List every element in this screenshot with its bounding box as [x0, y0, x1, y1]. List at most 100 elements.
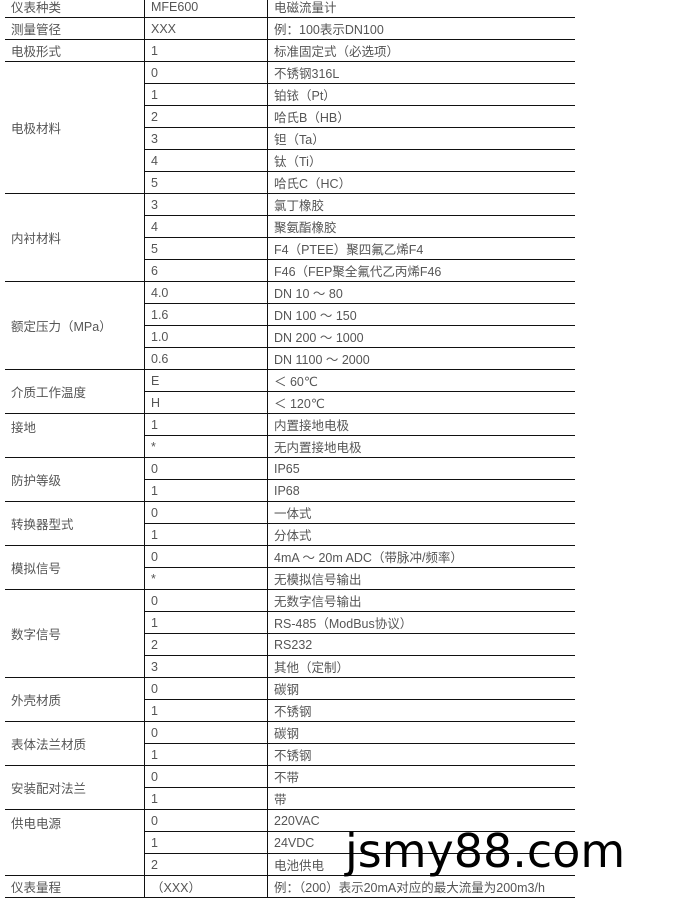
- option-description: 钽（Ta）: [267, 127, 575, 150]
- table-row: 5 哈氏C（HC）: [5, 171, 575, 194]
- option-description: 分体式: [267, 523, 575, 546]
- option-code: XXX: [144, 17, 268, 40]
- option-description: 一体式: [267, 501, 575, 524]
- table-row: 接地 1 内置接地电极: [5, 413, 575, 458]
- option-description: 标准固定式（必选项）: [267, 39, 575, 62]
- table-row: 0.6 DN 1100 ～ 2000: [5, 347, 575, 370]
- option-description: 碳钢: [267, 677, 575, 700]
- option-code: 1: [144, 83, 268, 106]
- option-description: 氯丁橡胶: [267, 193, 575, 216]
- table-row: * 无模拟信号输出: [5, 567, 575, 590]
- option-description: 不锈钢: [267, 743, 575, 766]
- option-code: 0: [144, 589, 268, 612]
- group-label: 电极形式: [5, 39, 145, 62]
- group-label: 介质工作温度: [5, 369, 145, 414]
- table-row: 转换器型式 0 一体式: [5, 501, 575, 546]
- option-code: 4.0: [144, 281, 268, 304]
- group-label: 接地: [5, 413, 145, 458]
- table-row: 6 F46（FEP聚全氟代乙丙烯F46: [5, 259, 575, 282]
- option-code: MFE600: [144, 0, 268, 18]
- table-row: 1 不锈钢: [5, 699, 575, 722]
- option-code: 1: [144, 831, 268, 854]
- option-description: 铂铱（Pt）: [267, 83, 575, 106]
- table-row: 测量管径 XXX 例：100表示DN100: [5, 17, 575, 40]
- option-code: 0: [144, 457, 268, 480]
- group-label: 仪表量程: [5, 875, 145, 898]
- option-description: DN 200 ～ 1000: [267, 325, 575, 348]
- table-row: 仪表种类 MFE600 电磁流量计: [5, 0, 575, 18]
- option-code: 1.6: [144, 303, 268, 326]
- option-code: 0: [144, 721, 268, 744]
- group-label: 外壳材质: [5, 677, 145, 722]
- option-code: 4: [144, 149, 268, 172]
- group-label: 转换器型式: [5, 501, 145, 546]
- table-row: 防护等级 0 IP65: [5, 457, 575, 502]
- table-row: 仪表量程 （XXX） 例：（200）表示20mA对应的最大流量为200m3/h: [5, 875, 575, 898]
- group-label: 供电电源: [5, 809, 145, 876]
- table-row: 2 哈氏B（HB）: [5, 105, 575, 128]
- option-description: DN 1100 ～ 2000: [267, 347, 575, 370]
- option-description: RS-485（ModBus协议）: [267, 611, 575, 634]
- option-description: 不带: [267, 765, 575, 788]
- option-description: IP65: [267, 457, 575, 480]
- option-code: 6: [144, 259, 268, 282]
- option-description: ＜ 120℃: [267, 391, 575, 414]
- option-description: 无数字信号输出: [267, 589, 575, 612]
- option-code: E: [144, 369, 268, 392]
- option-description: 无模拟信号输出: [267, 567, 575, 590]
- option-description: 其他（定制）: [267, 655, 575, 678]
- watermark: jsmy88.com: [345, 824, 626, 878]
- option-description: 电池供电: [267, 853, 575, 876]
- option-code: 3: [144, 655, 268, 678]
- group-label: 表体法兰材质: [5, 721, 145, 766]
- option-description: DN 10 ～ 80: [267, 281, 575, 304]
- option-description: 聚氨酯橡胶: [267, 215, 575, 238]
- option-code: 5: [144, 171, 268, 194]
- table-row: 1 分体式: [5, 523, 575, 546]
- option-code: 4: [144, 215, 268, 238]
- option-code: 0: [144, 809, 268, 832]
- option-description: 内置接地电极: [267, 413, 575, 436]
- option-code: 3: [144, 127, 268, 150]
- option-code: 1: [144, 787, 268, 810]
- option-description: 电磁流量计: [267, 0, 575, 18]
- table-row: 1.6 DN 100 ～ 150: [5, 303, 575, 326]
- option-code: 0: [144, 501, 268, 524]
- option-description: 例：（200）表示20mA对应的最大流量为200m3/h: [267, 875, 575, 898]
- table-row: 内衬材料 3 氯丁橡胶: [5, 193, 575, 282]
- spec-table: 仪表种类 MFE600 电磁流量计 测量管径 XXX 例：100表示DN100 电极形式 1 标…: [5, 0, 575, 898]
- option-code: 0: [144, 765, 268, 788]
- option-code: 2: [144, 633, 268, 656]
- option-code: 1.0: [144, 325, 268, 348]
- option-code: 2: [144, 853, 268, 876]
- group-label: 测量管径: [5, 17, 145, 40]
- option-code: 1: [144, 699, 268, 722]
- option-code: 0: [144, 677, 268, 700]
- group-label: 数字信号: [5, 589, 145, 678]
- option-code: （XXX）: [144, 875, 268, 898]
- option-description: F4（PTEE）聚四氟乙烯F4: [267, 237, 575, 260]
- option-code: 5: [144, 237, 268, 260]
- option-description: 钛（Ti）: [267, 149, 575, 172]
- option-description: F46（FEP聚全氟代乙丙烯F46: [267, 259, 575, 282]
- table-row: 模拟信号 0 4mA ～ 20m ADC（带脉冲/频率）: [5, 545, 575, 590]
- table-row: 1 RS-485（ModBus协议）: [5, 611, 575, 634]
- table-row: 电极材料 0 不锈钢316L: [5, 61, 575, 194]
- option-code: 0: [144, 545, 268, 568]
- option-code: *: [144, 567, 268, 590]
- option-code: 1: [144, 413, 268, 436]
- group-label: 电极材料: [5, 61, 145, 194]
- option-code: 0.6: [144, 347, 268, 370]
- group-label: 模拟信号: [5, 545, 145, 590]
- table-row: 数字信号 0 无数字信号输出: [5, 589, 575, 678]
- option-description: ＜ 60℃: [267, 369, 575, 392]
- option-description: RS232: [267, 633, 575, 656]
- option-code: 1: [144, 611, 268, 634]
- option-code: 2: [144, 105, 268, 128]
- table-row: 3 其他（定制）: [5, 655, 575, 678]
- group-label: 防护等级: [5, 457, 145, 502]
- option-description: 不锈钢316L: [267, 61, 575, 84]
- option-code: 1: [144, 479, 268, 502]
- table-row: 1 铂铱（Pt）: [5, 83, 575, 106]
- table-row: 介质工作温度 E ＜ 60℃: [5, 369, 575, 414]
